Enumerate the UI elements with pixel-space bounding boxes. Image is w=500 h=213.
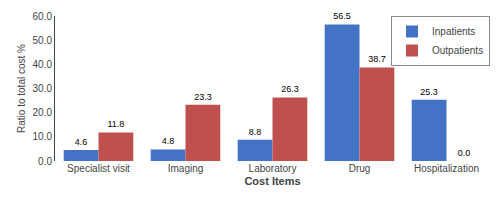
svg-text:60.0: 60.0 xyxy=(33,11,53,22)
svg-text:Ratio to total cost %: Ratio to total cost % xyxy=(16,44,27,133)
svg-text:Imaging: Imaging xyxy=(168,163,204,174)
svg-text:56.5: 56.5 xyxy=(333,11,351,21)
svg-text:Outpatients: Outpatients xyxy=(432,45,483,56)
svg-text:Cost Items: Cost Items xyxy=(244,175,300,187)
svg-text:50.0: 50.0 xyxy=(33,35,53,46)
svg-text:4.8: 4.8 xyxy=(162,136,175,146)
svg-text:30.0: 30.0 xyxy=(33,83,53,94)
svg-text:Laboratory: Laboratory xyxy=(249,163,297,174)
svg-text:10.0: 10.0 xyxy=(33,131,53,142)
svg-text:40.0: 40.0 xyxy=(33,59,53,70)
svg-text:Specialist visit: Specialist visit xyxy=(67,163,130,174)
svg-text:20.0: 20.0 xyxy=(33,107,53,118)
svg-text:25.3: 25.3 xyxy=(420,87,438,97)
svg-text:Inpatients: Inpatients xyxy=(432,26,475,37)
svg-text:0.0: 0.0 xyxy=(38,156,52,167)
svg-text:11.8: 11.8 xyxy=(107,119,124,129)
svg-text:0.0: 0.0 xyxy=(458,148,471,158)
svg-text:26.3: 26.3 xyxy=(281,84,299,94)
svg-text:8.8: 8.8 xyxy=(249,127,262,137)
svg-text:4.6: 4.6 xyxy=(75,137,88,147)
svg-text:38.7: 38.7 xyxy=(368,54,386,64)
svg-text:23.3: 23.3 xyxy=(194,92,212,102)
svg-text:Hospitalization: Hospitalization xyxy=(414,163,479,174)
svg-text:Drug: Drug xyxy=(349,163,371,174)
